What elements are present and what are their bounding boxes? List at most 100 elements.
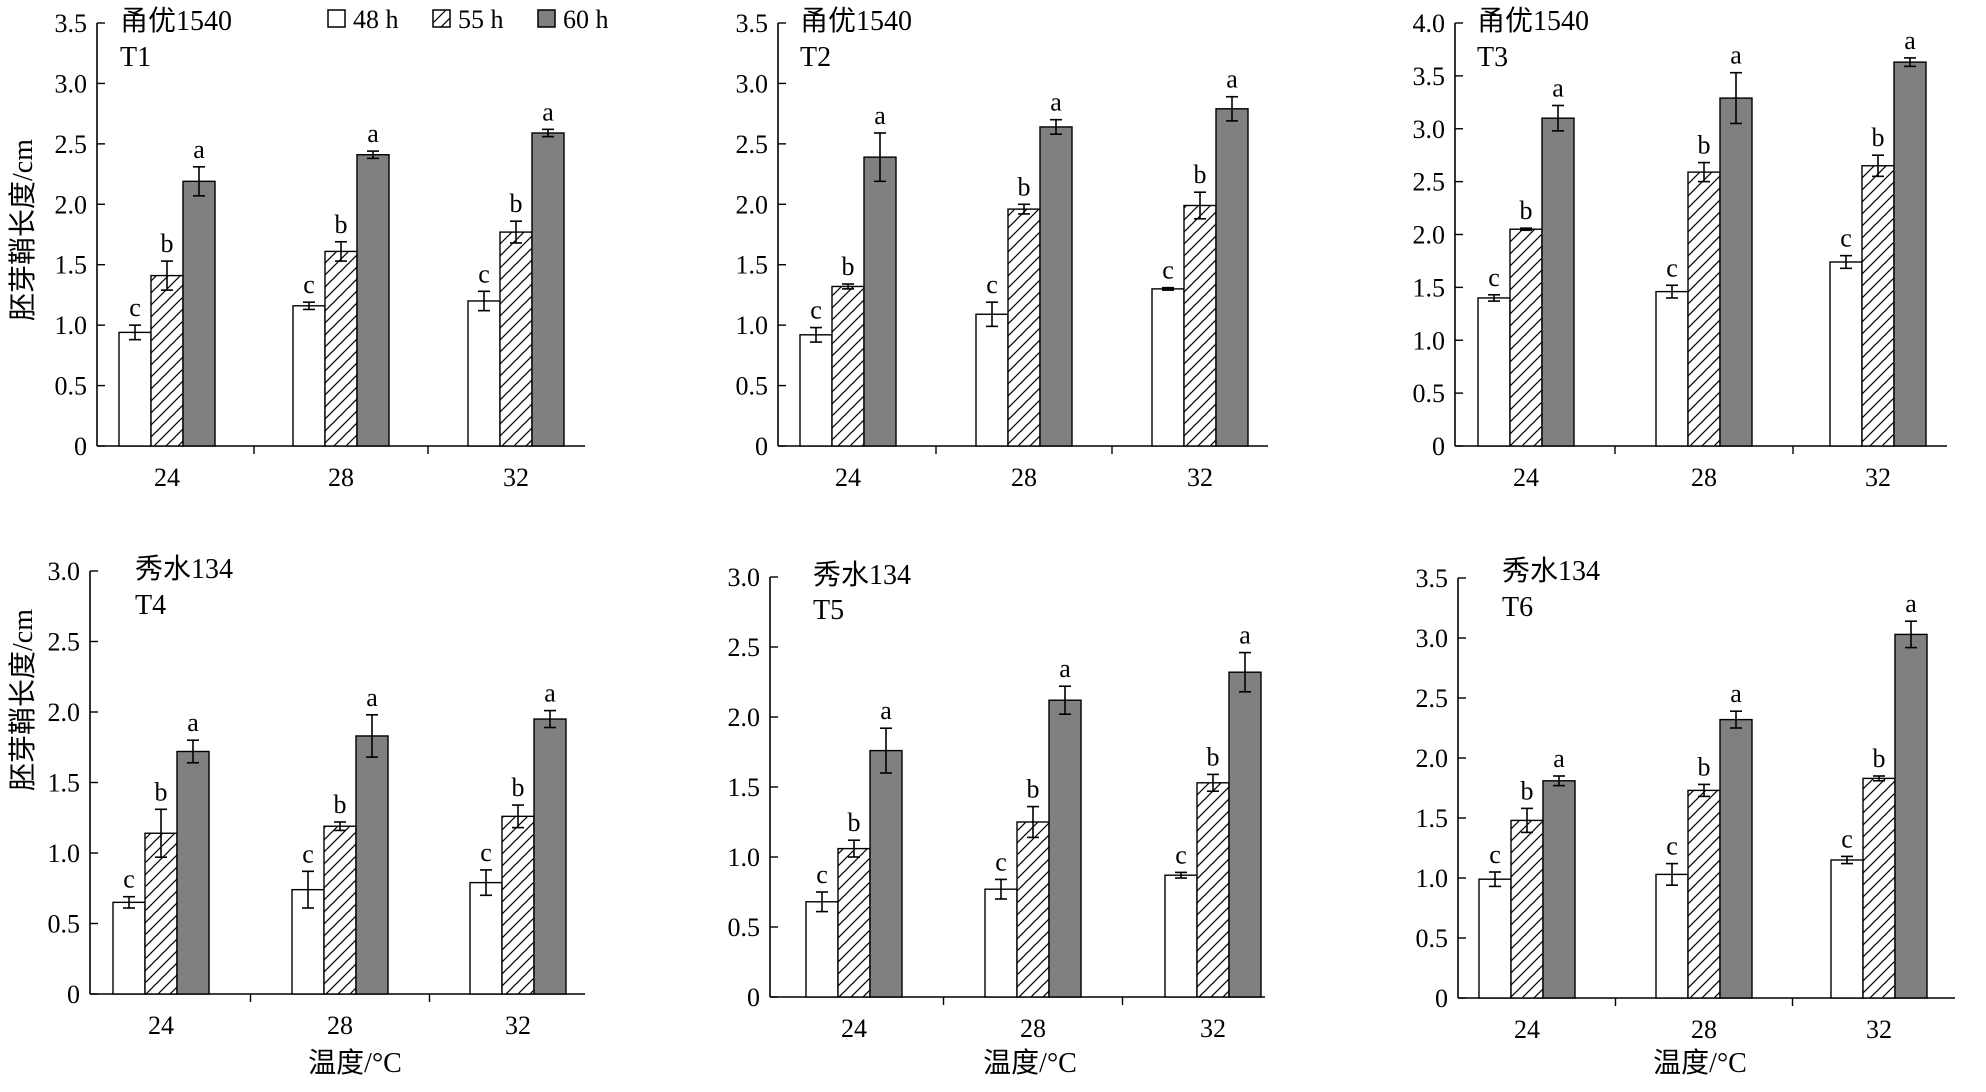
panel-treatment: T2: [800, 42, 831, 73]
chart-panel-t1: 0 0.5 1.0 1.5 2.0 2.5 3.0 3.5 24 28 32 c b a c b a c b a 甬优1…: [55, 5, 585, 492]
legend-swatch-48h: [327, 9, 346, 28]
bar-55h-24: [837, 847, 871, 998]
legend-label-48h: 48 h: [353, 5, 399, 34]
significance-letter-60h-28: a: [1059, 654, 1071, 683]
significance-letter-48h-28: c: [995, 847, 1007, 876]
significance-letter-55h-24: b: [1520, 196, 1533, 225]
y-tick-label: 1.5: [55, 251, 88, 280]
y-tick-label: 0: [1432, 432, 1445, 461]
bar-55h-24: [1510, 819, 1544, 999]
significance-letter-55h-32: b: [512, 773, 525, 802]
significance-letter-55h-32: b: [510, 189, 523, 218]
significance-letter-60h-28: a: [1730, 679, 1742, 708]
significance-letter-48h-24: c: [810, 296, 822, 325]
significance-letter-48h-24: c: [816, 860, 828, 889]
significance-letter-55h-28: b: [334, 790, 347, 819]
significance-letter-60h-28: a: [1050, 88, 1062, 117]
bar-60h-28: [355, 735, 389, 995]
legend-swatch-60h: [537, 9, 556, 28]
y-tick-label: 2.0: [48, 698, 81, 727]
significance-letter-48h-24: c: [123, 865, 135, 894]
x-tick-label: 28: [1011, 463, 1037, 492]
y-tick-label: 2.5: [1413, 168, 1446, 197]
bar-48h-24: [1477, 297, 1511, 447]
bar-55h-32: [501, 815, 535, 995]
significance-letter-60h-32: a: [1226, 65, 1238, 94]
bar-60h-32: [531, 132, 565, 447]
panel-cultivar: 甬优1540: [120, 5, 232, 37]
y-tick-label: 0.5: [48, 910, 81, 939]
y-tick-label: 1.5: [1416, 804, 1449, 833]
bar-48h-28: [975, 313, 1009, 447]
panel-cultivar: 秀水134: [1502, 555, 1600, 587]
bar-60h-28: [1719, 718, 1753, 999]
bar-60h-24: [869, 749, 903, 998]
chart-panel-t2: 00.51.01.52.02.53.03.524 28 32cbacbacba甬优1…: [736, 5, 1268, 492]
significance-letter-48h-28: c: [302, 839, 314, 868]
x-tick-label: 28: [1691, 1015, 1717, 1044]
y-tick-label: 2.0: [55, 190, 88, 219]
y-tick-label: 3.0: [55, 69, 88, 98]
y-tick-label: 1.0: [55, 311, 88, 340]
significance-letter-48h-32: c: [1175, 840, 1187, 869]
bar-60h-28: [1048, 699, 1082, 998]
bar-48h-32: [469, 881, 503, 995]
y-tick-label: 2.0: [1413, 221, 1446, 250]
significance-letter-55h-32: b: [1194, 160, 1207, 189]
significance-letter-55h-28: b: [1698, 131, 1711, 160]
bar-55h-24: [831, 285, 865, 447]
x-tick-label: 24: [154, 463, 180, 492]
panel-cultivar: 甬优1540: [1477, 5, 1589, 37]
x-tick-label: 28: [328, 463, 354, 492]
bar-55h-28: [323, 825, 357, 995]
bar-55h-32: [1862, 777, 1896, 999]
x-axis-label-panel-5: 温度/°C: [983, 1047, 1077, 1079]
y-tick-label: 3.0: [1413, 115, 1446, 144]
y-tick-label: 1.0: [1413, 326, 1446, 355]
significance-letter-48h-24: c: [129, 293, 141, 322]
y-tick-label: 3.5: [1413, 62, 1446, 91]
significance-letter-60h-24: a: [187, 708, 199, 737]
bar-60h-24: [176, 750, 210, 995]
y-tick-label: 3.0: [728, 563, 761, 592]
significance-letter-48h-24: c: [1488, 263, 1500, 292]
y-tick-label: 0.5: [55, 372, 88, 401]
x-tick-label: 24: [1514, 1015, 1540, 1044]
significance-letter-55h-28: b: [1018, 172, 1031, 201]
bar-48h-28: [984, 888, 1018, 998]
significance-letter-60h-28: a: [366, 683, 378, 712]
significance-letter-60h-28: a: [367, 119, 379, 148]
bar-60h-24: [182, 180, 216, 447]
significance-letter-55h-32: b: [1872, 123, 1885, 152]
chart-panel-t5: 00.51.01.52.02.53.024 28 32cbacbacba秀水134T…: [728, 559, 1265, 1043]
significance-letter-48h-28: c: [1666, 832, 1678, 861]
y-tick-label: 0: [1435, 984, 1448, 1013]
y-tick-label: 2.5: [736, 130, 769, 159]
bar-60h-32: [1215, 108, 1249, 447]
y-tick-label: 0: [74, 432, 87, 461]
y-tick-label: 1.5: [736, 251, 769, 280]
y-tick-label: 1.5: [1413, 273, 1446, 302]
bar-55h-24: [144, 832, 178, 995]
significance-letter-48h-28: c: [303, 270, 315, 299]
panel-cultivar: 秀水134: [813, 559, 911, 591]
y-tick-label: 0.5: [1413, 379, 1446, 408]
panel-treatment: T1: [120, 42, 151, 73]
significance-letter-55h-24: b: [848, 808, 861, 837]
bar-60h-24: [863, 156, 897, 447]
x-tick-label: 32: [505, 1011, 531, 1040]
bar-60h-24: [1542, 780, 1576, 999]
bar-55h-24: [150, 274, 184, 447]
significance-letter-55h-24: b: [161, 229, 174, 258]
y-tick-label: 2.5: [728, 633, 761, 662]
chart-panels: 00.51.01.52.02.53.03.524 28 32cbacbacba甬优1…: [48, 5, 1955, 1044]
bar-48h-28: [292, 305, 326, 447]
x-tick-label: 32: [1187, 463, 1213, 492]
y-tick-label: 4.0: [1413, 9, 1446, 38]
panel-cultivar: 甬优1540: [800, 5, 912, 37]
x-tick-label: 32: [1200, 1014, 1226, 1043]
significance-letter-48h-32: c: [1841, 824, 1853, 853]
bar-48h-24: [805, 901, 839, 998]
significance-letter-48h-32: c: [1162, 256, 1174, 285]
